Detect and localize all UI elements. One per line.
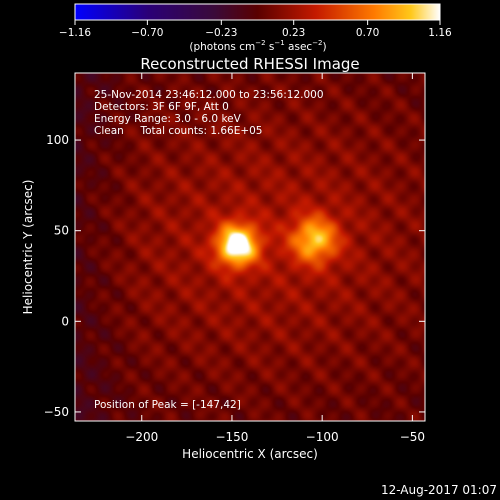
colorbar: −1.16 −0.70 −0.23 0.23 0.70 1.16 (photons cm−… xyxy=(59,3,452,53)
x-axis: −200 −150 −100 −50 xyxy=(125,73,425,444)
x-tick-label: −150 xyxy=(215,430,248,444)
colorbar-tick-label: −0.70 xyxy=(131,27,163,39)
annotation-detectors: Detectors: 3F 6F 9F, Att 0 xyxy=(94,101,229,113)
colorbar-tick-label: −1.16 xyxy=(59,27,91,39)
info-annotations: 25-Nov-2014 23:46:12.000 to 23:56:12.000… xyxy=(94,89,324,137)
y-tick-label: 0 xyxy=(61,314,69,328)
y-tick-label: 100 xyxy=(46,133,69,147)
y-axis: −50 0 50 100 xyxy=(44,133,425,419)
footer-date: 12-Aug-2017 01:07 xyxy=(381,483,497,497)
plot-frame xyxy=(74,72,426,422)
annotation-clean-counts: Clean Total counts: 1.66E+05 xyxy=(94,125,263,137)
y-axis-label: Heliocentric Y (arcsec) xyxy=(21,180,35,315)
chart-title: Reconstructed RHESSI Image xyxy=(140,55,359,73)
y-tick-label: 50 xyxy=(54,224,69,238)
peak-position-label: Position of Peak = [-147,42] xyxy=(94,399,241,411)
y-tick-label: −50 xyxy=(44,405,69,419)
colorbar-gradient xyxy=(74,3,441,21)
colorbar-tick-label: 0.70 xyxy=(356,27,379,39)
x-tick-label: −200 xyxy=(125,430,158,444)
colorbar-ticks: −1.16 −0.70 −0.23 0.23 0.70 1.16 xyxy=(59,20,452,39)
colorbar-unit-label: (photons cm−2 s−1 asec−2) xyxy=(189,39,326,53)
colorbar-tick-label: −0.23 xyxy=(205,27,237,39)
colorbar-tick-label: 0.23 xyxy=(282,27,305,39)
annotation-energy-range: Energy Range: 3.0 - 6.0 keV xyxy=(94,113,242,125)
annotation-time-range: 25-Nov-2014 23:46:12.000 to 23:56:12.000 xyxy=(94,89,324,101)
x-tick-label: −100 xyxy=(306,430,339,444)
plot-area xyxy=(74,72,426,422)
x-tick-label: −50 xyxy=(400,430,425,444)
x-axis-label: Heliocentric X (arcsec) xyxy=(182,447,318,461)
heatmap-image xyxy=(75,73,425,421)
colorbar-tick-label: 1.16 xyxy=(428,27,452,39)
